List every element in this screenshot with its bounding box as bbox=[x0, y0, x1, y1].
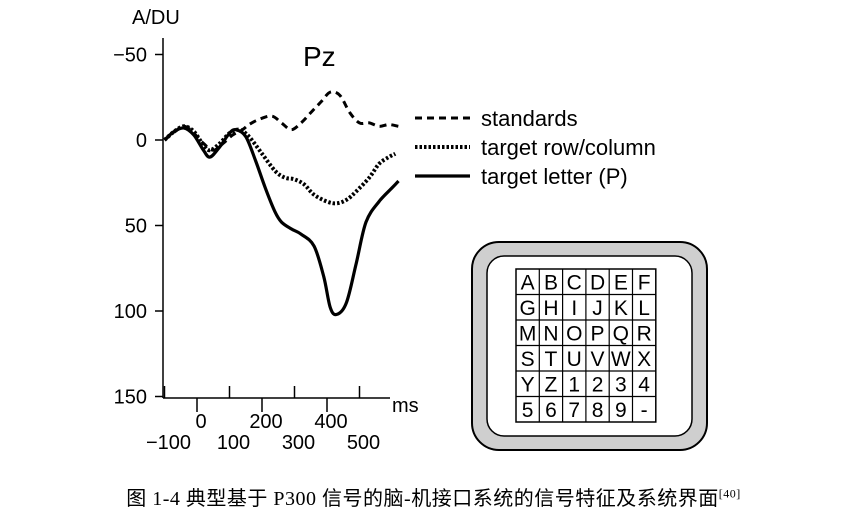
p300-speller-matrix: A B C D E F G H I J K L M N O P Q R S T U V W X Y Z 1 2 3 4 5 6 7 8 9- bbox=[471, 241, 708, 451]
x-axis: 0 200 400 −100 100 300 500 bbox=[146, 386, 390, 454]
legend-label-target-row-column: target row/column bbox=[481, 135, 656, 160]
speller-cell: C bbox=[567, 272, 582, 295]
speller-cell: O bbox=[566, 323, 582, 346]
legend: standards target row/column target letter … bbox=[415, 106, 656, 189]
series-layer bbox=[163, 90, 400, 317]
speller-cell: W bbox=[611, 348, 631, 371]
x-tick-label: 500 bbox=[347, 432, 380, 454]
y-tick-label: 50 bbox=[125, 216, 147, 238]
speller-cell: U bbox=[567, 348, 582, 371]
speller-cell: 2 bbox=[592, 374, 604, 397]
speller-cell: P bbox=[591, 323, 605, 346]
legend-label-standards: standards bbox=[481, 106, 578, 131]
caption-reference: [40] bbox=[718, 486, 741, 501]
speller-cell: F bbox=[638, 272, 651, 295]
speller-cell: Q bbox=[613, 323, 629, 346]
y-tick-label: −50 bbox=[113, 45, 147, 67]
y-axis-label: A/DU bbox=[132, 7, 180, 29]
y-tick-label: 150 bbox=[114, 387, 147, 409]
speller-cell: R bbox=[637, 323, 652, 346]
x-tick-label: −100 bbox=[146, 432, 191, 454]
x-tick-label: 100 bbox=[217, 432, 250, 454]
x-tick-label: 300 bbox=[282, 432, 315, 454]
speller-cell: I bbox=[571, 297, 577, 320]
speller-cell: E bbox=[614, 272, 628, 295]
x-tick-label: 0 bbox=[195, 411, 206, 433]
x-axis-label: ms bbox=[392, 395, 419, 417]
speller-cell: 3 bbox=[615, 374, 627, 397]
speller-cell: 8 bbox=[592, 399, 604, 422]
speller-cell: X bbox=[637, 348, 651, 371]
speller-cell: G bbox=[519, 297, 535, 320]
speller-cell: 6 bbox=[545, 399, 557, 422]
speller-cell: D bbox=[590, 272, 605, 295]
speller-cell: M bbox=[519, 323, 537, 346]
series-line-target-row-column bbox=[163, 124, 397, 206]
speller-cell: 5 bbox=[522, 399, 534, 422]
caption-text: 图 1-4 典型基于 P300 信号的脑-机接口系统的信号特征及系统界面 bbox=[126, 488, 719, 510]
figure-caption: 图 1-4 典型基于 P300 信号的脑-机接口系统的信号特征及系统界面[40] bbox=[0, 482, 867, 511]
erp-chart: −50 0 50 100 150 0 200 400 −100 100 300 500 Pz A/D… bbox=[113, 7, 656, 454]
speller-cell: - bbox=[641, 399, 648, 422]
speller-cell: 4 bbox=[638, 374, 650, 397]
y-axis: −50 0 50 100 150 bbox=[113, 38, 164, 409]
speller-cell: A bbox=[521, 272, 535, 295]
x-tick-label: 400 bbox=[314, 411, 347, 433]
speller-cell: L bbox=[638, 297, 650, 320]
speller-cell: S bbox=[521, 348, 535, 371]
x-tick-label: 200 bbox=[249, 411, 282, 433]
speller-cell: K bbox=[614, 297, 628, 320]
speller-cell: 7 bbox=[568, 399, 580, 422]
speller-cell: V bbox=[591, 348, 605, 371]
speller-cell: J bbox=[592, 297, 603, 320]
speller-cell: 1 bbox=[568, 374, 580, 397]
speller-cell: 9 bbox=[615, 399, 627, 422]
chart-title: Pz bbox=[303, 41, 336, 72]
series-line-target-letter-p bbox=[163, 126, 400, 317]
speller-cell: Y bbox=[521, 374, 535, 397]
speller-cell: Z bbox=[545, 374, 558, 397]
legend-label-target-letter-p: target letter (P) bbox=[481, 164, 628, 189]
speller-cell: N bbox=[543, 323, 558, 346]
y-tick-label: 0 bbox=[136, 130, 147, 152]
speller-cell: B bbox=[544, 272, 558, 295]
speller-cell: T bbox=[545, 348, 558, 371]
y-tick-label: 100 bbox=[114, 301, 147, 323]
speller-cell: H bbox=[543, 297, 558, 320]
